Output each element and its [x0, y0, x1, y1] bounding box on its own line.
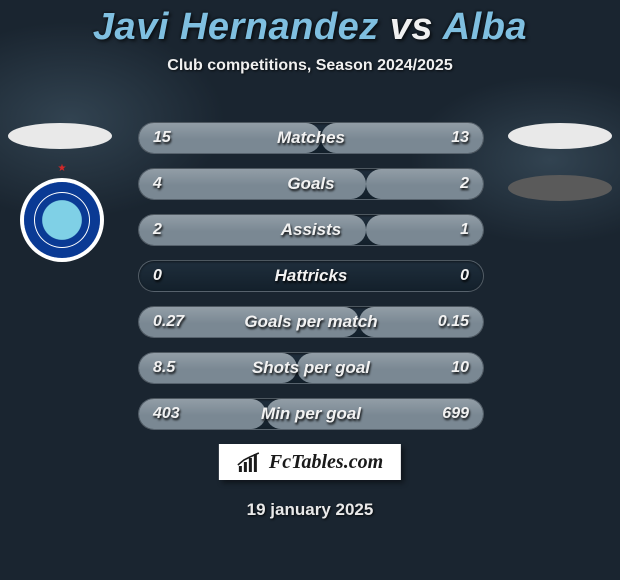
avatar-left-placeholder — [8, 123, 112, 149]
stat-row: 0Hattricks0 — [138, 260, 484, 292]
date-text: 19 january 2025 — [0, 500, 620, 520]
stat-row: 2Assists1 — [138, 214, 484, 246]
avatar-right-placeholder — [508, 123, 612, 149]
page-title: Javi Hernandez vs Alba — [0, 0, 620, 49]
title-player2: Alba — [443, 6, 527, 48]
chart-icon — [237, 452, 263, 474]
stat-value-right: 699 — [431, 405, 469, 423]
stat-row: 8.5Shots per goal10 — [138, 352, 484, 384]
title-vs: vs — [379, 6, 443, 48]
star-icon: ★ — [58, 163, 67, 174]
stat-value-right: 0 — [431, 267, 469, 285]
club-badge-left: ★ — [20, 178, 104, 262]
stat-value-right: 2 — [431, 175, 469, 193]
brand-text: FcTables.com — [269, 451, 383, 474]
stat-row: 15Matches13 — [138, 122, 484, 154]
subtitle: Club competitions, Season 2024/2025 — [0, 57, 620, 75]
title-player1: Javi Hernandez — [93, 6, 379, 48]
stat-value-right: 0.15 — [431, 313, 469, 331]
stat-row: 403Min per goal699 — [138, 398, 484, 430]
stat-row: 0.27Goals per match0.15 — [138, 306, 484, 338]
stat-row: 4Goals2 — [138, 168, 484, 200]
badge-right-placeholder — [508, 175, 612, 201]
brand-badge[interactable]: FcTables.com — [219, 444, 401, 480]
stat-value-right: 10 — [431, 359, 469, 377]
stat-value-right: 1 — [431, 221, 469, 239]
stat-value-right: 13 — [431, 129, 469, 147]
stats-panel: 15Matches13 4Goals2 2Assists1 0Hattricks0 0.… — [138, 122, 484, 444]
